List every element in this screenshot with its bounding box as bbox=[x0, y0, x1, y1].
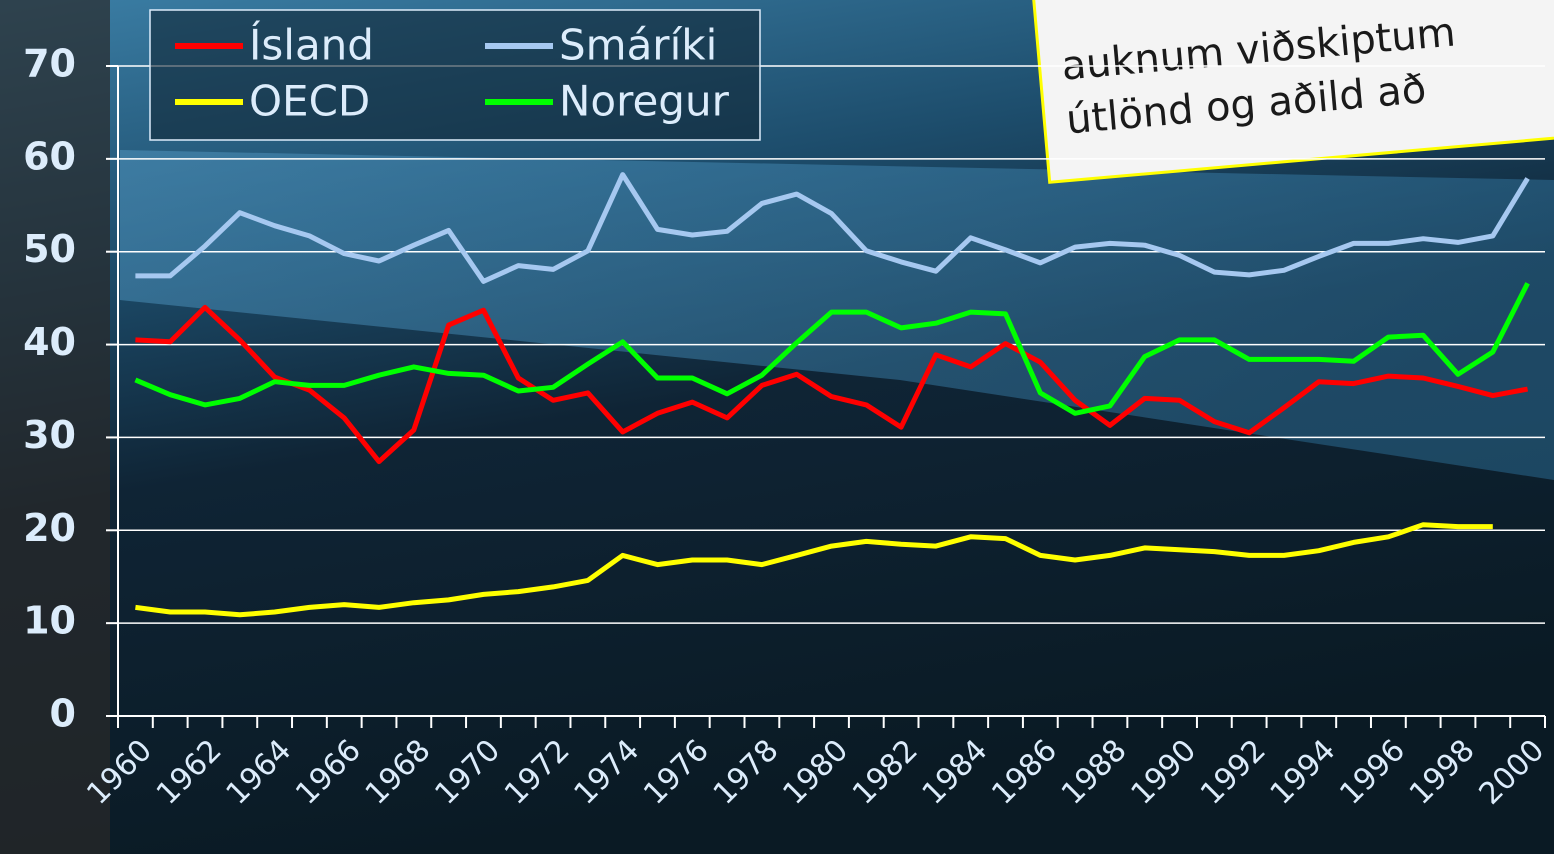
background-left bbox=[0, 0, 110, 854]
series-line bbox=[135, 304, 1529, 465]
y-tick-label: 0 bbox=[50, 692, 76, 736]
background-band bbox=[120, 150, 1554, 480]
legend-label: Noregur bbox=[559, 77, 730, 126]
y-tick-label: 60 bbox=[23, 134, 76, 178]
y-tick-label: 30 bbox=[23, 413, 76, 457]
y-tick-label: 40 bbox=[23, 320, 76, 364]
annotation-frame bbox=[1028, 0, 1554, 184]
y-tick-label: 70 bbox=[23, 42, 76, 86]
legend-label: Ísland bbox=[249, 20, 374, 70]
series-line bbox=[135, 172, 1530, 284]
y-tick-label: 10 bbox=[23, 599, 76, 643]
series-line bbox=[134, 282, 1530, 416]
y-tick-label: 20 bbox=[23, 506, 76, 550]
y-tick-label: 50 bbox=[23, 227, 76, 271]
series-line bbox=[135, 522, 1493, 618]
legend-frame bbox=[149, 9, 761, 141]
legend-label: Smáríki bbox=[559, 21, 717, 70]
legend: Ísland OECD Smáríki Noregur bbox=[149, 9, 761, 141]
annotation-box: auknum viðskiptum útlönd og aðild að bbox=[1028, 0, 1554, 184]
legend-label: OECD bbox=[249, 77, 370, 126]
